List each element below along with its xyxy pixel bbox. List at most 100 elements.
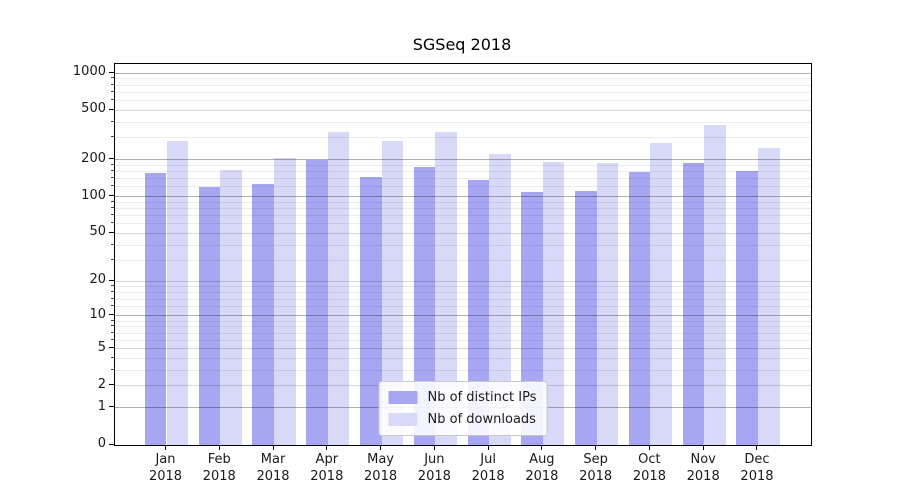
y-minor-tick — [111, 243, 114, 245]
y-minor-tick — [111, 99, 114, 101]
y-minor-tick — [111, 136, 114, 138]
x-label-month: Jun — [424, 452, 445, 467]
bar-distinct-ips-nov — [682, 162, 705, 445]
x-tick — [272, 445, 274, 450]
x-label-month: Oct — [638, 452, 661, 467]
x-tick — [218, 445, 220, 450]
y-tick-label: 100 — [81, 187, 106, 203]
chart-title: SGSeq 2018 — [412, 35, 512, 54]
y-tick-label: 0 — [97, 436, 106, 451]
x-label-year: 2018 — [364, 469, 398, 484]
y-tick-label: 50 — [89, 224, 106, 240]
bar-distinct-ips-jul — [467, 179, 490, 445]
x-tick-label: May 2018 — [351, 451, 411, 485]
x-tick — [165, 445, 166, 450]
legend-swatch-distinct-ips — [388, 390, 418, 404]
legend: Nb of distinct IPs Nb of downloads — [378, 381, 548, 436]
bar-downloads-feb — [220, 169, 242, 445]
x-label-year: 2018 — [686, 469, 720, 484]
y-tick — [109, 314, 114, 316]
y-tick-label: 200 — [81, 150, 106, 166]
x-tick-label: Feb 2018 — [189, 451, 249, 485]
bar-downloads-jan — [166, 141, 189, 445]
x-label-year: 2018 — [310, 469, 344, 484]
x-label-month: Mar — [260, 452, 286, 467]
x-tick-label: Jun 2018 — [404, 451, 464, 485]
y-tick — [109, 406, 114, 408]
bar-distinct-ips-dec — [736, 171, 758, 445]
y-tick-label: 1 — [97, 398, 106, 414]
legend-label: Nb of distinct IPs — [427, 389, 537, 405]
x-label-month: Jul — [480, 452, 496, 467]
x-label-year: 2018 — [471, 469, 505, 484]
x-label-month: Dec — [744, 452, 770, 467]
bar-downloads-oct — [650, 142, 673, 445]
y-minor-tick — [111, 163, 114, 165]
bar-downloads-dec — [757, 148, 780, 445]
y-tick-label: 2 — [97, 376, 106, 392]
x-label-year: 2018 — [417, 469, 451, 484]
x-tick — [702, 445, 704, 450]
x-tick-label: Aug 2018 — [512, 451, 572, 485]
y-minor-tick — [111, 222, 114, 224]
x-tick — [595, 445, 597, 450]
x-tick-label: Apr 2018 — [297, 451, 357, 485]
x-tick — [487, 445, 489, 450]
y-tick — [109, 347, 114, 349]
legend-label: Nb of downloads — [427, 411, 536, 427]
y-tick-label: 500 — [81, 101, 106, 117]
x-tick-label: Oct 2018 — [619, 451, 679, 485]
y-minor-tick — [111, 291, 114, 293]
x-label-year: 2018 — [525, 469, 559, 484]
x-label-year: 2018 — [579, 469, 613, 484]
legend-row: Nb of distinct IPs — [388, 387, 537, 407]
bar-downloads-sep — [596, 163, 619, 445]
x-label-year: 2018 — [256, 469, 290, 484]
legend-row: Nb of downloads — [388, 409, 537, 429]
x-tick-label: Mar 2018 — [243, 451, 303, 485]
bar-distinct-ips-may — [359, 176, 382, 445]
y-minor-tick — [111, 319, 114, 321]
y-minor-tick — [111, 77, 114, 79]
plot-area: Nb of distinct IPs Nb of downloads — [114, 63, 812, 446]
bar-distinct-ips-mar — [252, 184, 275, 445]
y-tick-label: 5 — [97, 339, 106, 355]
x-tick-label: Jul 2018 — [458, 451, 518, 485]
x-label-month: May — [367, 452, 395, 467]
y-tick-label: 1000 — [72, 64, 106, 80]
x-tick — [433, 445, 435, 450]
bar-downloads-aug — [542, 162, 565, 445]
y-minor-tick — [111, 177, 114, 179]
y-tick — [109, 195, 114, 197]
y-minor-tick — [111, 305, 114, 307]
y-minor-tick — [111, 297, 114, 299]
x-tick-label: Nov 2018 — [673, 451, 733, 485]
y-tick-label: 20 — [89, 272, 106, 288]
x-tick — [648, 445, 650, 450]
bars-layer — [115, 64, 811, 445]
y-minor-tick — [111, 90, 114, 92]
x-tick-label: Jan 2018 — [136, 451, 196, 485]
bar-distinct-ips-oct — [628, 171, 651, 445]
y-minor-tick — [111, 356, 114, 358]
x-label-month: Aug — [529, 452, 555, 467]
y-tick — [109, 279, 114, 281]
y-minor-tick — [111, 331, 114, 333]
y-minor-tick — [111, 338, 114, 340]
x-label-month: Nov — [690, 452, 716, 467]
y-tick — [109, 231, 114, 233]
y-minor-tick — [111, 368, 114, 370]
x-label-month: Jan — [155, 452, 176, 467]
bar-downloads-apr — [327, 132, 350, 445]
y-minor-tick — [111, 170, 114, 172]
x-tick — [380, 445, 382, 450]
bar-distinct-ips-jan — [144, 172, 167, 445]
x-tick-label: Sep 2018 — [566, 451, 626, 485]
x-label-year: 2018 — [148, 469, 183, 484]
y-minor-tick — [111, 83, 114, 85]
bar-distinct-ips-feb — [198, 186, 221, 445]
y-minor-tick — [111, 258, 114, 260]
y-minor-tick — [111, 185, 114, 187]
y-minor-tick — [111, 325, 114, 327]
